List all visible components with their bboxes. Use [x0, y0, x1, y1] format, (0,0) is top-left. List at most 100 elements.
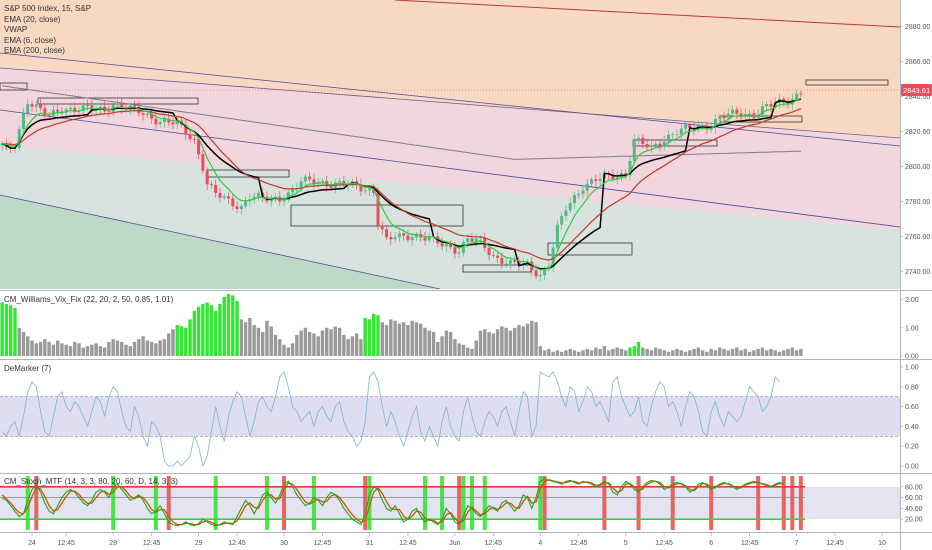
vix-bar [465, 347, 470, 356]
candle-body [718, 116, 722, 119]
vix-bar [8, 305, 13, 356]
stoch-sell-bar [363, 476, 368, 530]
stoch-band [0, 486, 900, 520]
candle-body [526, 261, 529, 264]
candle-body [320, 181, 324, 183]
vix-bar [94, 343, 98, 356]
time-tick-label: 12:45 [314, 540, 332, 547]
candle-body [227, 196, 231, 199]
time-tick-label: 28 [109, 540, 117, 547]
zone-box [0, 82, 28, 91]
candle-body [282, 200, 286, 202]
stoch-pane[interactable] [0, 476, 900, 530]
last-price-badge: 2843.61 [901, 84, 932, 97]
legend-ema200[interactable]: EMA (200, close) [4, 46, 65, 55]
price-pane[interactable] [0, 0, 900, 289]
demarker-band [0, 396, 900, 437]
stoch-buy-bar [111, 476, 116, 530]
vix-bar [192, 310, 197, 356]
demarker-pane-title[interactable]: DeMarker (7) [4, 364, 52, 373]
legend-ema20[interactable]: EMA (20, close) [4, 14, 61, 24]
vix-pane-title[interactable]: CM_Williams_Vix_Fix (22, 20, 2, 50, 0.85… [4, 295, 174, 304]
vix-bar [30, 340, 34, 356]
vix-bar [316, 336, 320, 356]
vix-bar [636, 341, 641, 356]
vix-bar [120, 341, 124, 356]
vix-bar [132, 341, 137, 356]
vix-bar [320, 330, 325, 356]
stoch-pane-title[interactable]: CM_Stoch_MTF (14, 3, 3, 80, 20, 60, D, 1… [4, 477, 178, 486]
candle-body [107, 111, 111, 113]
vix-bar [705, 351, 709, 356]
vix-bar [743, 348, 748, 356]
candle-body [299, 181, 303, 189]
candle-body [440, 243, 444, 247]
vix-pane[interactable] [0, 294, 803, 356]
candle-body [120, 103, 124, 109]
vix-bar [389, 319, 393, 356]
candle-body [269, 198, 273, 202]
axis-tick-label: 60.00 [905, 495, 923, 502]
vix-bar [470, 348, 474, 356]
vix-bar [34, 343, 39, 356]
vix-bar [73, 341, 77, 356]
vix-bar [538, 346, 543, 356]
candle-body [410, 237, 414, 241]
axis-tick-label: 2800.00 [905, 164, 930, 171]
vix-bar [107, 341, 111, 356]
price-axis[interactable]: 2740.00 2760.00 2780.00 2800.00 2820.00 2840.… [900, 24, 930, 524]
vix-bar [393, 320, 397, 356]
vix-bar [342, 334, 346, 356]
axis-tick-label: 2880.00 [905, 24, 930, 31]
candle-body [197, 139, 201, 155]
candle-body [385, 229, 389, 238]
vix-bar [115, 340, 120, 356]
candle-body [538, 275, 542, 277]
vix-bar [606, 350, 611, 356]
vix-bar [777, 351, 782, 356]
vix-bar [512, 327, 517, 356]
candle-body [684, 124, 688, 129]
ema20-line [2, 108, 802, 261]
vix-bar [508, 330, 513, 356]
legend-symbol[interactable]: S&P 500 Index, 15, S&P [4, 4, 92, 13]
vix-bar [431, 332, 436, 356]
vix-bar [530, 320, 534, 356]
candle-body [508, 260, 512, 264]
demarker-line [1, 371, 780, 468]
candle-body [765, 104, 769, 107]
legend-ema6[interactable]: EMA (6, close) [4, 35, 57, 45]
vix-bars [0, 294, 803, 356]
vix-bar [196, 306, 201, 356]
vix-bar [337, 327, 342, 356]
vix-bar [235, 301, 239, 356]
candle-body [568, 203, 572, 211]
last-price-badge-bg [901, 84, 932, 97]
time-tick-label: 12:45 [485, 540, 503, 547]
vix-bar [243, 322, 248, 356]
vix-bar [43, 339, 47, 356]
demarker-pane[interactable] [0, 371, 900, 468]
vix-bar [299, 330, 303, 356]
candle-body [312, 179, 316, 184]
candle-body [359, 184, 363, 192]
vix-bar [624, 350, 628, 356]
axis-tick-label: 2820.00 [905, 129, 930, 136]
candle-body [402, 233, 406, 236]
legend-vwap[interactable]: VWAP [4, 25, 28, 34]
candle-body [645, 144, 649, 148]
candle-body [491, 254, 495, 256]
candle-body [799, 93, 803, 95]
candle-body [637, 138, 641, 140]
stoch-buy-bar [264, 476, 269, 530]
candle-body [205, 170, 209, 185]
vix-bar [167, 333, 171, 356]
vix-bar [478, 330, 483, 356]
time-axis[interactable]: 24 12:45 28 12:45 29 12:45 30 12:45 31 12:45 Jun 12… [28, 533, 886, 547]
candle-body [252, 196, 256, 200]
candle-body [479, 237, 483, 239]
candle-body [222, 196, 226, 198]
vix-bar [4, 303, 9, 356]
vix-bar [619, 348, 624, 356]
axis-tick-label: 0.60 [905, 404, 919, 411]
